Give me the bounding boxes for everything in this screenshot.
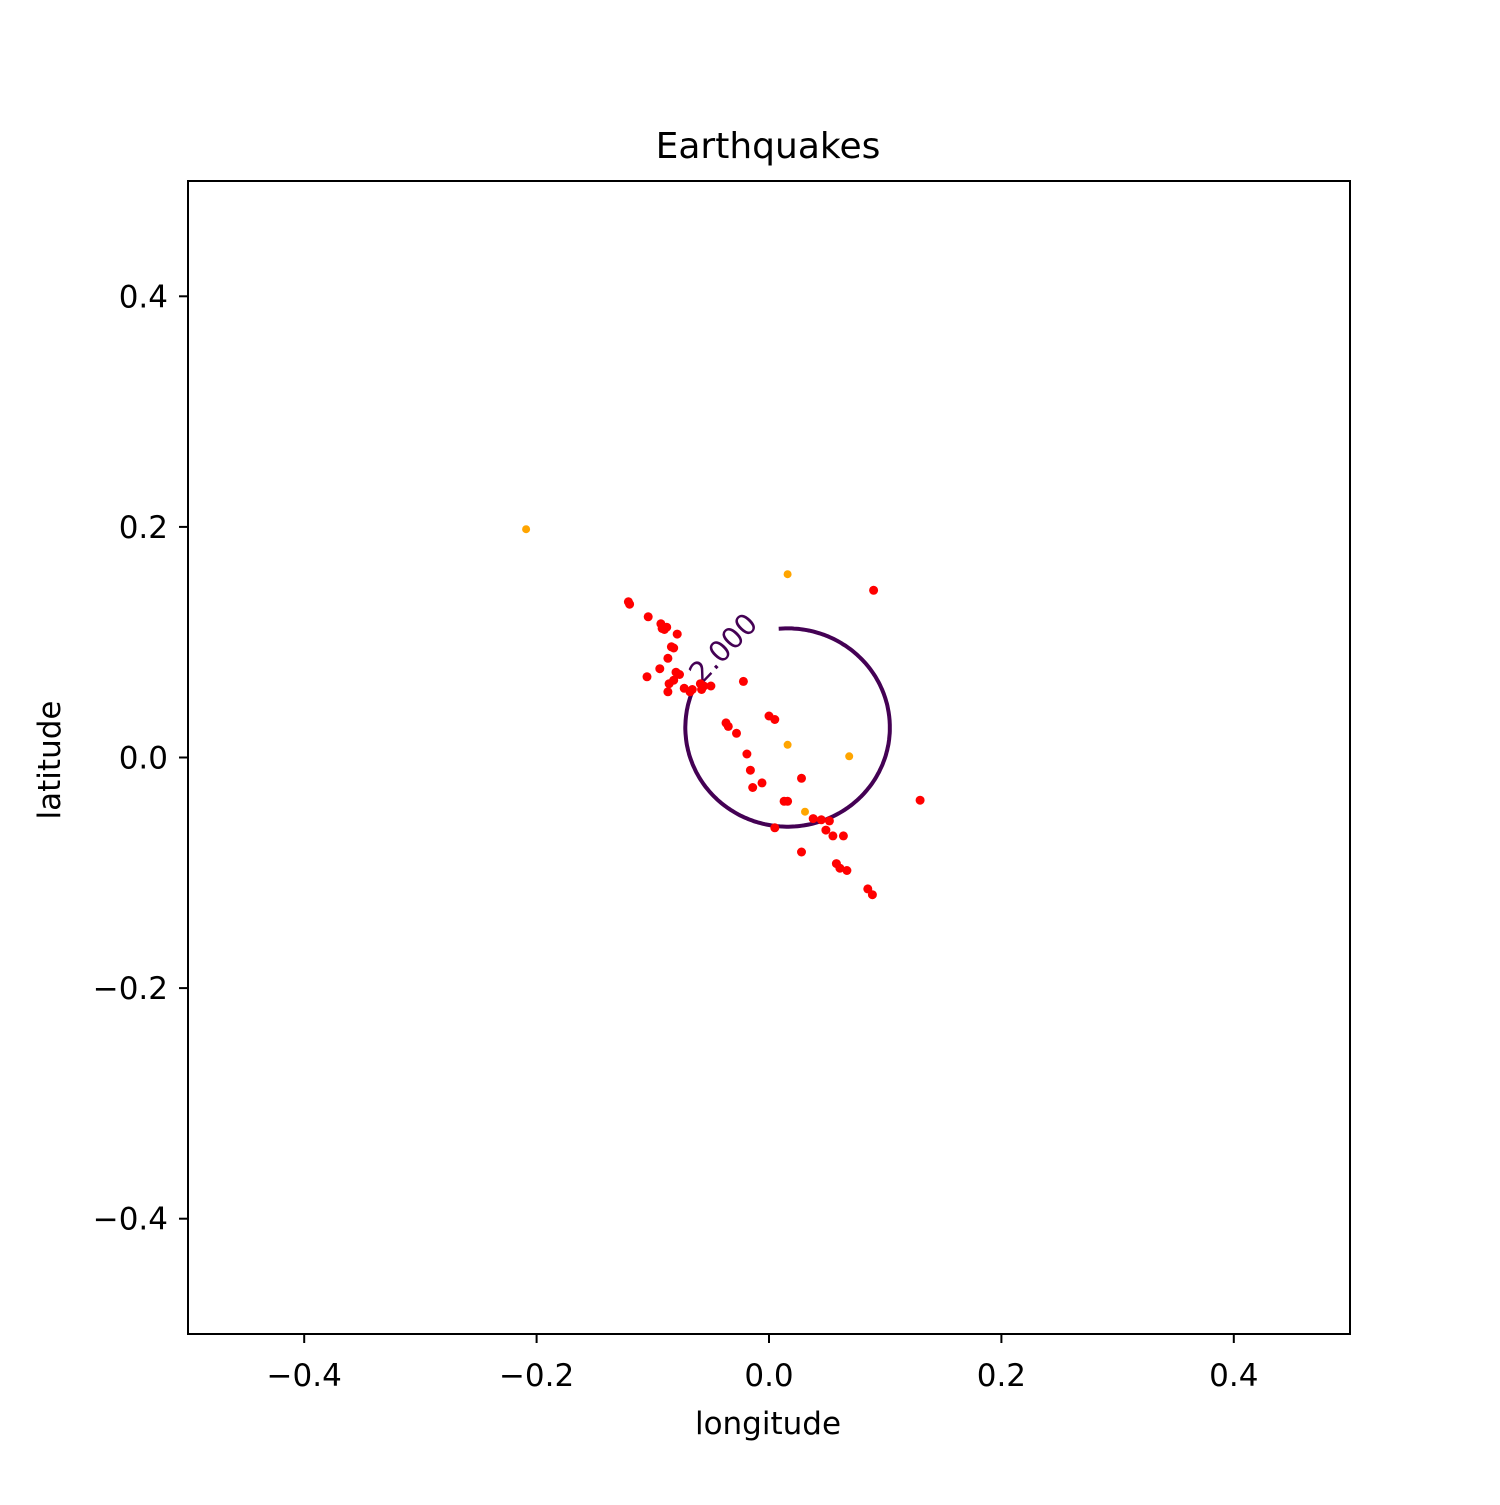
x-tick-label: 0.2 — [977, 1358, 1026, 1394]
data-point — [643, 612, 653, 622]
x-tick-label: −0.4 — [267, 1358, 342, 1394]
data-point — [842, 866, 852, 875]
data-point — [699, 681, 709, 691]
x-tick-label: −0.2 — [499, 1358, 574, 1394]
y-tick-label: 0.4 — [119, 279, 168, 315]
data-point — [801, 807, 809, 816]
data-point — [838, 831, 848, 841]
data-point — [867, 890, 877, 900]
y-axis-label: latitude — [32, 701, 68, 820]
data-point — [783, 796, 793, 806]
data-point — [797, 773, 806, 783]
data-point — [663, 687, 673, 697]
y-tick-label: −0.2 — [93, 971, 168, 1007]
data-point — [623, 597, 633, 607]
data-point — [869, 585, 879, 595]
data-point — [657, 623, 667, 633]
data-point — [663, 653, 673, 663]
data-point — [745, 765, 755, 775]
x-tick-label: 0.0 — [744, 1358, 793, 1394]
plot-area: 2.000−0.4 −0.2 0.0 0.2 0.40.40.20.0−0.2−0.4 — [93, 180, 1351, 1394]
data-point — [522, 525, 531, 534]
data-point — [783, 740, 792, 749]
data-point — [797, 847, 806, 857]
data-point — [642, 672, 652, 682]
data-point — [655, 664, 665, 674]
data-point — [706, 681, 716, 691]
y-tick-label: 0.2 — [119, 510, 168, 546]
contour-line — [683, 626, 892, 829]
data-point — [732, 728, 741, 738]
data-point — [672, 629, 682, 639]
data-point — [664, 679, 674, 689]
data-point — [757, 778, 767, 788]
data-point — [748, 783, 758, 792]
data-point — [738, 676, 748, 686]
data-point — [723, 721, 733, 731]
data-point — [675, 670, 684, 679]
data-point — [816, 815, 826, 825]
data-point — [685, 687, 695, 697]
data-point — [808, 814, 818, 824]
x-axis-label: longitude — [695, 1406, 841, 1442]
data-point — [770, 715, 780, 724]
data-point — [821, 825, 831, 835]
chart-title: Earthquakes — [656, 126, 881, 167]
data-point — [783, 570, 792, 579]
data-point — [845, 752, 854, 761]
data-point — [669, 643, 679, 653]
data-point — [742, 749, 752, 759]
x-tick-label: 0.4 — [1209, 1358, 1258, 1394]
data-point — [828, 831, 838, 841]
y-tick-label: −0.4 — [93, 1202, 168, 1238]
data-point — [915, 795, 925, 805]
y-tick-label: 0.0 — [119, 741, 168, 777]
data-point — [835, 863, 845, 873]
data-point — [824, 816, 834, 826]
data-point — [770, 823, 780, 833]
